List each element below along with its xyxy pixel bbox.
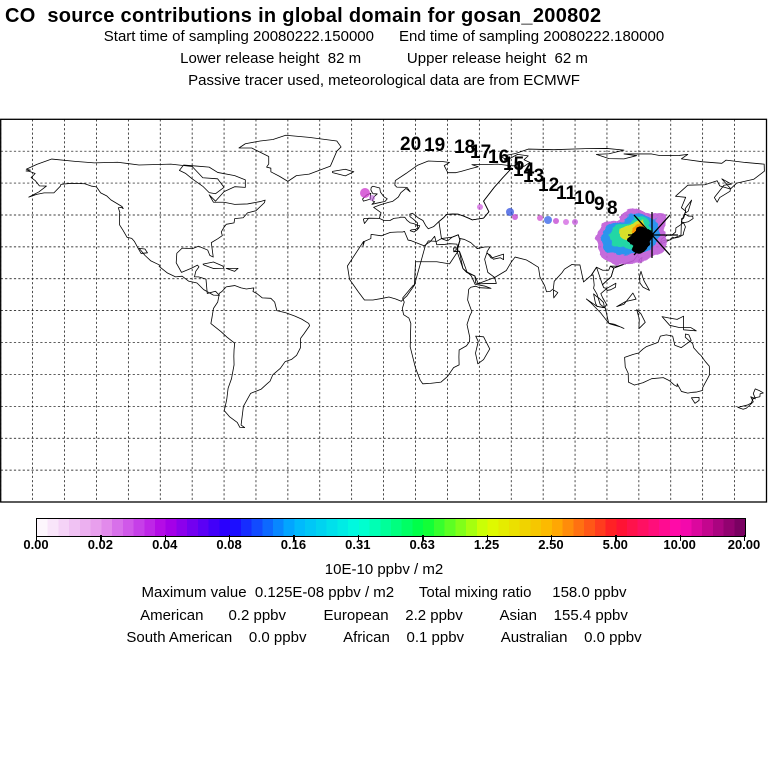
svg-text:20: 20 [400,134,421,155]
svg-text:10: 10 [574,188,595,209]
svg-text:19: 19 [424,135,445,156]
svg-text:9: 9 [594,194,605,215]
svg-text:8: 8 [607,198,618,219]
